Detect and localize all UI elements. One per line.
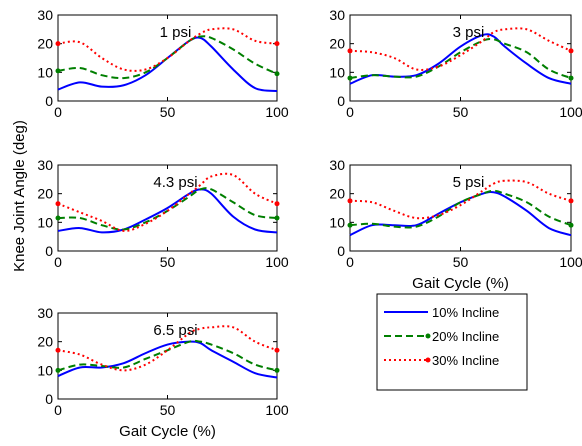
legend-box: [376, 293, 528, 391]
series-marker-20-incline: [274, 215, 280, 221]
series-line-30-incline: [57, 27, 278, 72]
series-line-30-incline: [349, 27, 572, 71]
panel-1-psi: 0 50 100 0 10 20 30 1 psi: [37, 7, 288, 120]
series-line-20-incline: [349, 189, 572, 229]
y-tick-label: 10: [37, 64, 53, 80]
panel-5-psi: 0 50 100 0 10 20 30 5 psi Gait Cycle (%): [329, 157, 582, 292]
x-axis-label: Gait Cycle (%): [412, 275, 509, 292]
x-tick-label: 0: [54, 104, 62, 120]
x-tick-label: 50: [160, 104, 176, 120]
y-tick-label: 10: [329, 64, 345, 80]
x-tick-label: 50: [453, 254, 469, 270]
series-marker-30-incline: [55, 201, 61, 207]
y-tick-label: 20: [37, 334, 53, 350]
y-tick-label: 30: [37, 7, 53, 23]
panel-title: 5 psi: [453, 174, 485, 191]
legend: 10% Incline 20% Incline 30% Incline: [376, 293, 528, 391]
series-marker-30-incline: [55, 41, 61, 47]
y-tick-label: 20: [37, 36, 53, 52]
panel-title: 3 psi: [453, 24, 485, 41]
series-marker-30-incline: [568, 198, 574, 204]
series-marker-30-incline: [568, 48, 574, 54]
series-marker-20-incline: [274, 367, 280, 373]
y-tick-label: 0: [45, 93, 53, 109]
y-tick-label: 30: [329, 7, 345, 23]
series-line-10-incline: [349, 33, 572, 85]
x-tick-label: 0: [346, 254, 354, 270]
series-marker-30-incline: [55, 347, 61, 353]
y-tick-label: 30: [37, 157, 53, 173]
x-tick-label: 100: [559, 254, 582, 270]
legend-marker-30-incline: [425, 357, 431, 363]
series-marker-20-incline: [274, 71, 280, 77]
y-tick-label: 10: [329, 214, 345, 230]
series-line-20-incline: [349, 38, 572, 80]
series-line-20-incline: [57, 339, 278, 372]
y-tick-label: 20: [37, 186, 53, 202]
series-marker-30-incline: [347, 48, 353, 54]
y-tick-label: 0: [337, 243, 345, 259]
legend-label-10-incline: 10% Incline: [432, 305, 499, 320]
x-tick-label: 100: [265, 104, 289, 120]
panel-6-5-psi: 0 50 100 0 10 20 30 6.5 psi Gait Cycle (%): [37, 305, 288, 440]
series-marker-20-incline: [55, 68, 61, 74]
y-tick-label: 10: [37, 362, 53, 378]
x-axis-label: Gait Cycle (%): [119, 423, 216, 440]
series-line-10-incline: [349, 191, 572, 237]
series-marker-20-incline: [55, 367, 61, 373]
series-marker-20-incline: [568, 222, 574, 228]
legend-label-30-incline: 30% Incline: [432, 353, 499, 368]
x-tick-label: 50: [160, 254, 176, 270]
legend-marker-20-incline: [425, 333, 431, 339]
y-tick-label: 0: [45, 243, 53, 259]
series-line-30-incline: [349, 179, 572, 220]
series-line-10-incline: [57, 188, 278, 234]
series-line-30-incline: [57, 172, 278, 232]
shared-y-axis-label: Knee Joint Angle (deg): [11, 120, 28, 272]
series-marker-20-incline: [347, 75, 353, 81]
y-tick-label: 10: [37, 214, 53, 230]
series-marker-30-incline: [274, 201, 280, 207]
series-line-10-incline: [57, 340, 278, 379]
x-tick-label: 50: [160, 402, 176, 418]
series-marker-30-incline: [347, 198, 353, 204]
x-tick-label: 100: [559, 104, 582, 120]
x-tick-label: 50: [453, 104, 469, 120]
panel-title: 4.3 psi: [153, 174, 197, 191]
series-marker-20-incline: [55, 215, 61, 221]
panel-title: 6.5 psi: [153, 322, 197, 339]
series-marker-20-incline: [347, 222, 353, 228]
series-marker-30-incline: [274, 347, 280, 353]
x-tick-label: 0: [54, 402, 62, 418]
y-tick-label: 20: [329, 186, 345, 202]
series-marker-20-incline: [568, 75, 574, 81]
plot-frame: [349, 164, 572, 252]
y-tick-label: 0: [337, 93, 345, 109]
x-tick-label: 0: [54, 254, 62, 270]
panel-4-3-psi: 0 50 100 0 10 20 30 4.3 psi: [37, 157, 288, 270]
x-tick-label: 100: [265, 402, 289, 418]
x-tick-label: 100: [265, 254, 289, 270]
series-marker-30-incline: [274, 41, 280, 47]
y-tick-label: 30: [329, 157, 345, 173]
legend-label-20-incline: 20% Incline: [432, 329, 499, 344]
y-tick-label: 20: [329, 36, 345, 52]
panel-title: 1 psi: [160, 24, 192, 41]
y-tick-label: 0: [45, 391, 53, 407]
y-tick-label: 30: [37, 305, 53, 321]
x-tick-label: 0: [346, 104, 354, 120]
panel-3-psi: 0 50 100 0 10 20 30 3 psi: [329, 7, 582, 120]
series-line-20-incline: [57, 187, 278, 231]
